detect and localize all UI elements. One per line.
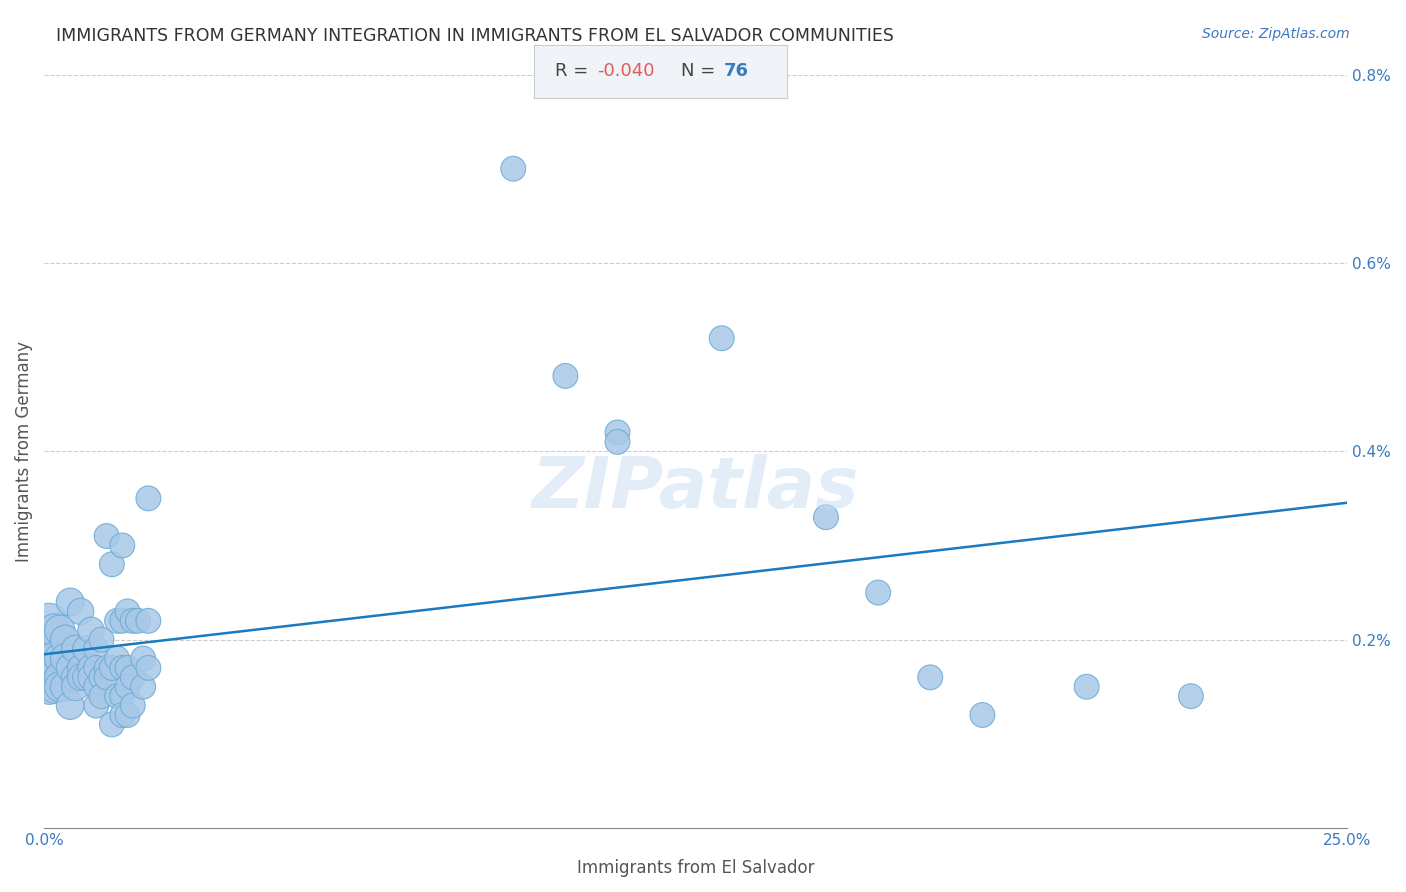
Point: [38, 642, 60, 657]
Point: [101, 558, 124, 572]
Point: [48, 670, 70, 684]
Text: N =: N =: [681, 62, 721, 80]
X-axis label: Immigrants from El Salvador: Immigrants from El Salvador: [576, 859, 814, 877]
Point: [59, 698, 82, 713]
Point: [117, 680, 139, 694]
Point: [80, 624, 103, 638]
Point: [38, 670, 60, 684]
Point: [90, 689, 112, 703]
Point: [132, 651, 155, 665]
Text: -0.040: -0.040: [598, 62, 655, 80]
Point: [138, 661, 160, 675]
Point: [121, 698, 143, 713]
Point: [38, 651, 60, 665]
Point: [75, 642, 97, 657]
Point: [65, 670, 87, 684]
Point: [117, 708, 139, 723]
Point: [868, 585, 890, 599]
Point: [80, 661, 103, 675]
Point: [814, 510, 837, 524]
Point: [69, 661, 91, 675]
Point: [554, 368, 576, 383]
Point: [48, 680, 70, 694]
Point: [53, 680, 76, 694]
Point: [69, 670, 91, 684]
Point: [48, 651, 70, 665]
Point: [53, 632, 76, 647]
Point: [111, 614, 134, 628]
Point: [117, 661, 139, 675]
Point: [65, 680, 87, 694]
Point: [105, 689, 128, 703]
Point: [105, 651, 128, 665]
Point: [111, 661, 134, 675]
Point: [80, 670, 103, 684]
Point: [38, 680, 60, 694]
Point: [75, 670, 97, 684]
Point: [111, 689, 134, 703]
Point: [117, 604, 139, 618]
Point: [121, 614, 143, 628]
Point: [59, 595, 82, 609]
Point: [84, 642, 107, 657]
Point: [111, 539, 134, 553]
Point: [84, 698, 107, 713]
Point: [606, 425, 628, 440]
Text: ZIPatlas: ZIPatlas: [531, 454, 859, 524]
Point: [138, 614, 160, 628]
Point: [84, 680, 107, 694]
Point: [1180, 689, 1202, 703]
Point: [121, 670, 143, 684]
Point: [53, 651, 76, 665]
Point: [502, 161, 524, 176]
Point: [710, 331, 733, 345]
Point: [65, 642, 87, 657]
Text: R =: R =: [554, 62, 593, 80]
Point: [1076, 680, 1098, 694]
Point: [44, 624, 66, 638]
Point: [920, 670, 942, 684]
Point: [69, 604, 91, 618]
Point: [101, 661, 124, 675]
Point: [96, 529, 118, 543]
Point: [606, 434, 628, 449]
Text: Source: ZipAtlas.com: Source: ZipAtlas.com: [1202, 27, 1350, 41]
Point: [38, 614, 60, 628]
Point: [44, 651, 66, 665]
Point: [101, 717, 124, 731]
Point: [48, 624, 70, 638]
Point: [44, 670, 66, 684]
Point: [138, 491, 160, 506]
Point: [111, 708, 134, 723]
Point: [44, 661, 66, 675]
Point: [972, 708, 994, 723]
Point: [90, 670, 112, 684]
Point: [44, 680, 66, 694]
Point: [59, 661, 82, 675]
Point: [96, 670, 118, 684]
Point: [105, 614, 128, 628]
Point: [127, 614, 149, 628]
Text: IMMIGRANTS FROM GERMANY INTEGRATION IN IMMIGRANTS FROM EL SALVADOR COMMUNITIES: IMMIGRANTS FROM GERMANY INTEGRATION IN I…: [56, 27, 894, 45]
Text: 76: 76: [724, 62, 749, 80]
Point: [132, 680, 155, 694]
Y-axis label: Immigrants from Germany: Immigrants from Germany: [15, 341, 32, 562]
Point: [90, 632, 112, 647]
Point: [84, 661, 107, 675]
Point: [96, 661, 118, 675]
